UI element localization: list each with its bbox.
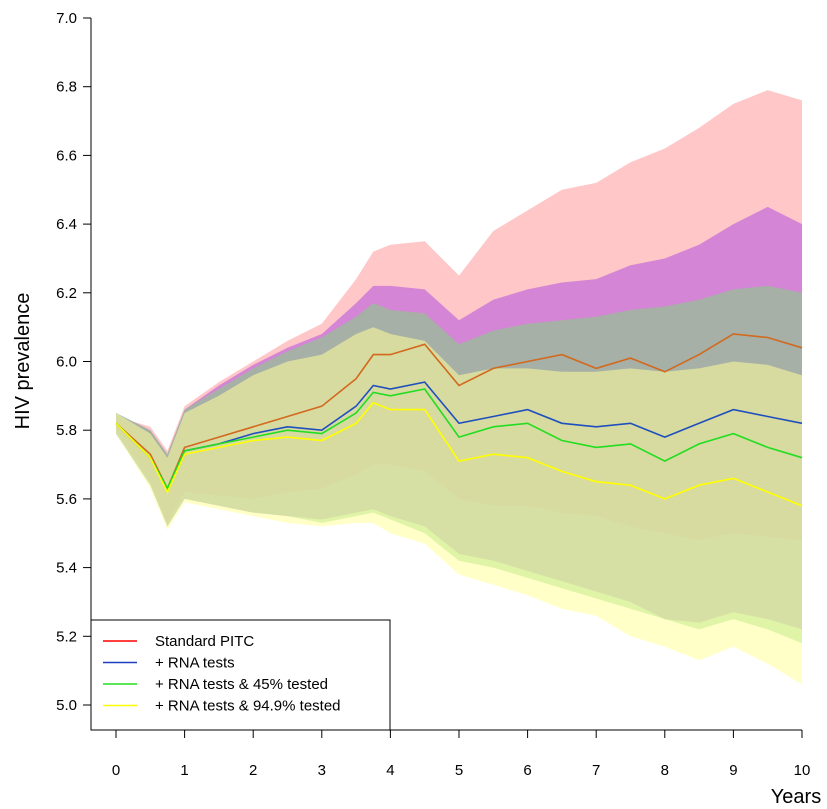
y-tick-label: 5.4	[56, 560, 77, 577]
legend-label-3: + RNA tests & 45% tested	[155, 676, 328, 693]
x-tick-label: 6	[523, 762, 531, 779]
y-tick-label: 7.0	[56, 10, 77, 27]
y-tick-label: 5.8	[56, 422, 77, 439]
x-tick-label: 5	[455, 762, 463, 779]
x-tick-label: 2	[249, 762, 257, 779]
line-series-1	[115, 333, 803, 491]
y-axis-ticks: 5.0 5.2 5.4 5.6 5.8 6.0 6.2 6.4 6.6 6.8 7.0	[56, 10, 91, 714]
x-tick-label: 7	[592, 762, 600, 779]
line-series-3	[115, 388, 803, 491]
legend: Standard PITC + RNA tests + RNA tests & 45…	[90, 619, 391, 731]
y-tick-label: 5.6	[56, 491, 77, 508]
legend-label-4: + RNA tests & 94.9% tested	[155, 698, 341, 715]
legend-box	[90, 619, 391, 731]
y-tick-label: 6.2	[56, 285, 77, 302]
y-tick-label: 5.2	[56, 628, 77, 645]
x-tick-label: 10	[794, 762, 811, 779]
y-tick-label: 6.4	[56, 216, 77, 233]
y-axis-title: HIV prevalence	[12, 293, 34, 430]
series-lines	[115, 333, 803, 507]
x-tick-label: 3	[318, 762, 326, 779]
y-tick-label: 6.8	[56, 79, 77, 96]
x-tick-label: 4	[386, 762, 394, 779]
x-tick-label: 8	[661, 762, 669, 779]
legend-label-1: Standard PITC	[155, 633, 254, 650]
y-tick-label: 5.0	[56, 697, 77, 714]
x-tick-label: 1	[180, 762, 188, 779]
x-tick-label: 9	[729, 762, 737, 779]
x-axis-title: Years	[771, 786, 821, 808]
legend-label-2: + RNA tests	[155, 655, 235, 672]
confidence-bands	[116, 90, 802, 685]
x-tick-label: 0	[112, 762, 120, 779]
line-series-4	[115, 401, 803, 507]
y-tick-label: 6.6	[56, 147, 77, 164]
y-tick-label: 6.0	[56, 354, 77, 371]
x-axis-ticks: 0 1 2 3 4 5 6 7 8 9 10	[112, 730, 811, 779]
